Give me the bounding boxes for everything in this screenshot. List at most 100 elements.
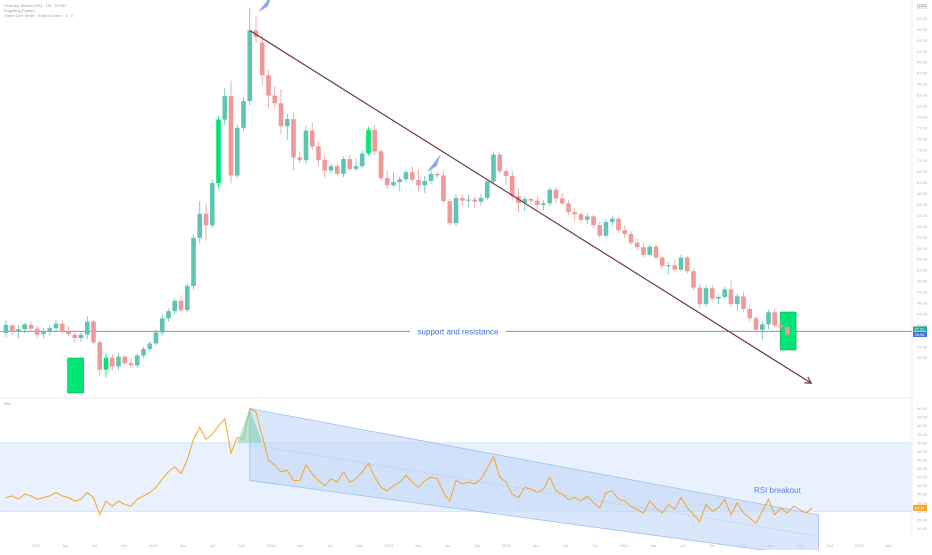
candle-body — [166, 311, 171, 319]
support-label-bg — [410, 326, 506, 337]
candle-body — [334, 166, 340, 174]
candle-body — [422, 180, 428, 186]
price-badge-2-value: 35.95 — [915, 332, 926, 337]
price-tick-label: 79.00 — [917, 114, 928, 119]
trendline — [249, 29, 812, 384]
price-tick-label: 41.00 — [917, 322, 928, 327]
candle-body — [497, 154, 503, 172]
candle-body — [759, 324, 765, 330]
candle-body — [641, 247, 646, 255]
candle-body — [153, 332, 159, 344]
candle-body — [766, 312, 771, 325]
time-tick-label: Jul — [92, 543, 97, 548]
price-tick-label: 81.00 — [917, 103, 928, 108]
price-tick-label: 73.00 — [917, 147, 928, 152]
price-tick-label: 53.00 — [917, 257, 928, 262]
rsi-tick-label: 75.00 — [917, 432, 928, 437]
candle-body — [303, 130, 309, 161]
candle-body — [353, 166, 359, 169]
candle-body — [297, 157, 303, 161]
pointer-arrow-icon — [258, 0, 271, 13]
candle-body — [347, 159, 353, 169]
time-tick-label: Oct — [709, 543, 716, 548]
candle-body — [391, 182, 396, 186]
price-tick-label: 49.00 — [917, 279, 928, 284]
candle-body — [472, 199, 478, 202]
rsi-current-badge — [913, 504, 927, 511]
candle-body — [34, 328, 40, 335]
candle-body — [184, 286, 190, 311]
candle-body — [134, 355, 140, 366]
rsi-overbought-fill — [237, 408, 263, 443]
time-tick-label: Apr — [297, 543, 304, 548]
rsi-tick-label: 40.00 — [917, 492, 928, 497]
candle-body — [341, 159, 346, 174]
price-tick-label: 35.00 — [917, 355, 928, 360]
candle-body — [622, 230, 628, 235]
candle-body — [309, 130, 315, 147]
candle-body — [559, 198, 565, 204]
time-tick-label: 2017 — [149, 543, 159, 548]
price-tick-label: 95.00 — [917, 27, 928, 32]
candle-body — [222, 96, 228, 120]
candle-body — [753, 318, 759, 330]
time-tick-label: Jul — [563, 543, 568, 548]
price-tick-label: 57.00 — [917, 235, 928, 240]
time-tick-label: Apr — [62, 543, 69, 548]
rsi-tick-label: 55.00 — [917, 466, 928, 471]
candle-body — [478, 197, 484, 202]
rsi-tick-label: 80.00 — [917, 423, 928, 428]
candle-body — [84, 321, 90, 335]
price-tick-label: 47.00 — [917, 290, 928, 295]
candle-body — [741, 296, 746, 309]
candle-body — [247, 30, 253, 102]
candle-body — [147, 343, 153, 349]
candle-body — [703, 288, 709, 305]
candle-body — [22, 324, 28, 330]
candle-body — [684, 257, 690, 272]
rsi-tick-label: 35.00 — [917, 500, 928, 505]
candle-body — [509, 176, 515, 197]
candle-body — [566, 203, 571, 213]
candle-body — [591, 216, 596, 226]
rsi-pane-label: RSI — [4, 401, 11, 406]
candle-body — [672, 265, 678, 270]
price-tick-label: 37.00 — [917, 344, 928, 349]
candle-body — [747, 308, 753, 319]
candle-body — [72, 334, 78, 338]
time-tick-label: Apr — [650, 543, 657, 548]
price-tick-label: 63.00 — [917, 202, 928, 207]
candle-body — [272, 95, 278, 104]
candle-body — [716, 296, 721, 299]
price-badge-value: 37.21 — [915, 326, 926, 331]
candle-body — [772, 312, 778, 326]
candle-body — [603, 221, 609, 236]
candle-body — [47, 328, 53, 331]
candle-body — [172, 300, 178, 312]
rsi-tick-label: 20.00 — [917, 526, 928, 531]
candle-body — [259, 42, 265, 76]
candle-body — [328, 166, 334, 171]
candle-body — [197, 213, 203, 238]
time-tick-label: Apr — [415, 543, 422, 548]
candle-body — [191, 237, 196, 287]
candle-body — [697, 287, 703, 305]
candle-body — [616, 218, 621, 231]
time-tick-label: Apr — [885, 543, 892, 548]
price-tick-label: 59.00 — [917, 224, 928, 229]
time-tick-label: Oct — [121, 543, 128, 548]
candle-body — [291, 119, 296, 158]
candle-body — [447, 201, 453, 224]
candle-body — [141, 348, 146, 356]
price-tick-label: 87.00 — [917, 71, 928, 76]
candle-body — [728, 289, 734, 305]
rsi-breakout-label: RSI breakout — [754, 486, 801, 495]
time-tick-label: Oct — [474, 543, 481, 548]
price-tick-label: 75.00 — [917, 136, 928, 141]
price-tick-label: 51.00 — [917, 268, 928, 273]
candle-body — [266, 75, 271, 96]
candle-body — [653, 246, 659, 258]
candle-body — [584, 216, 590, 220]
rsi-tick-label: 25.00 — [917, 517, 928, 522]
candle-body — [203, 213, 209, 226]
